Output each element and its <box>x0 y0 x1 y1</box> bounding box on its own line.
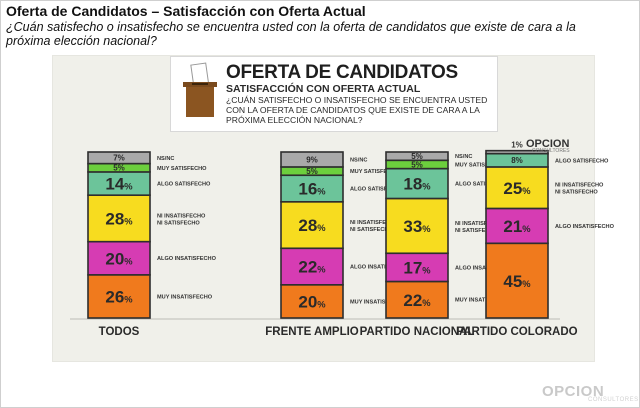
bar-todos-muy-insatisfecho <box>87 274 151 319</box>
legend-partido-nacional-algo-insatisfecho: ALGO INSATISFECHO <box>455 265 515 271</box>
legend-partido-nacional-algo-satisfecho: ALGO SATISFECHO <box>455 182 509 188</box>
legend-partido-colorado-ni-insatisfecho-ni-satisfecho: NI INSATISFECHO NI SATISFECHO <box>555 183 604 196</box>
category-label-todos: TODOS <box>99 326 140 338</box>
value-label-frente-amplio-muy-satisfecho: 5% <box>306 167 318 176</box>
legend-frente-amplio-muy-insatisfecho: MUY INSATISFECHO <box>350 299 406 305</box>
legend-partido-colorado-algo-satisfecho: ALGO SATISFECHO <box>555 158 609 164</box>
value-label-frente-amplio-algo-insatisfecho: 22% <box>298 258 326 277</box>
category-label-frente-amplio: FRENTE AMPLIO <box>265 326 359 338</box>
value-label-todos-ns-nc: 7% <box>113 154 125 163</box>
bar-frente-amplio-ns-nc <box>280 151 344 168</box>
bar-partido-colorado-ni-insatisfecho-ni-satisfecho <box>485 166 549 210</box>
legend-frente-amplio-algo-insatisfecho: ALGO INSATISFECHO <box>350 265 410 271</box>
opcion-logo-bottom-text: OPCION <box>542 383 605 400</box>
bar-frente-amplio-algo-satisfecho <box>280 174 344 203</box>
value-label-todos-muy-satisfecho: 5% <box>113 164 125 173</box>
survey-question: ¿Cuán satisfecho o insatisfecho se encue… <box>6 20 576 48</box>
bar-partido-colorado-ns-nc <box>485 149 549 155</box>
bar-todos-ns-nc <box>87 151 151 165</box>
legend-frente-amplio-muy-satisfecho: MUY SATISFECHO <box>350 169 400 175</box>
legend-partido-nacional-ns-nc: NS/NC <box>455 154 472 160</box>
opcion-logo-watermark: OPCION CONSULTORES <box>542 383 639 403</box>
bar-partido-colorado-algo-insatisfecho <box>485 207 549 245</box>
chart-header-card <box>170 56 498 132</box>
legend-todos-muy-satisfecho: MUY SATISFECHO <box>157 166 207 172</box>
bar-partido-nacional-ns-nc <box>385 151 449 162</box>
value-label-partido-colorado-muy-insatisfecho: 45% <box>503 272 531 291</box>
value-label-frente-amplio-ni-insatisfecho-ni-satisfecho: 28% <box>298 216 326 235</box>
value-label-partido-nacional-ni-insatisfecho-ni-satisfecho: 33% <box>403 217 431 236</box>
legend-frente-amplio-ni-insatisfecho-ni-satisfecho: NI INSATISFECHO NI SATISFECHO <box>350 220 399 233</box>
opcion-logo-top-tagline: CONSULTORES <box>532 148 570 154</box>
legend-partido-nacional-ni-insatisfecho-ni-satisfecho: NI INSATISFECHO NI SATISFECHO <box>455 221 504 234</box>
legend-partido-nacional-muy-satisfecho: MUY SATISFECHO <box>455 162 505 168</box>
opcion-logo-top-text: OPCION <box>526 138 570 150</box>
bar-partido-nacional-muy-insatisfecho <box>385 280 449 319</box>
value-label-partido-nacional-muy-insatisfecho: 22% <box>403 291 431 310</box>
category-label-partido-colorado: PARTIDO COLORADO <box>456 326 577 338</box>
bar-todos-ni-insatisfecho-ni-satisfecho <box>87 194 151 243</box>
legend-todos-algo-satisfecho: ALGO SATISFECHO <box>157 182 211 188</box>
legend-frente-amplio-algo-satisfecho: ALGO SATISFECHO <box>350 187 404 193</box>
bar-partido-nacional-ni-insatisfecho-ni-satisfecho <box>385 197 449 255</box>
value-label-frente-amplio-ns-nc: 9% <box>306 155 318 164</box>
value-label-partido-nacional-muy-satisfecho: 5% <box>411 160 423 169</box>
legend-todos-ns-nc: NS/NC <box>157 156 174 162</box>
value-label-partido-nacional-ns-nc: 5% <box>411 152 423 161</box>
bar-frente-amplio-algo-insatisfecho <box>280 247 344 286</box>
value-label-partido-colorado-algo-satisfecho: 8% <box>511 156 523 165</box>
legend-frente-amplio-ns-nc: NS/NC <box>350 157 367 163</box>
legend-todos-algo-insatisfecho: ALGO INSATISFECHO <box>157 256 217 262</box>
legend-todos-muy-insatisfecho: MUY INSATISFECHO <box>157 294 213 300</box>
legend-todos-ni-insatisfecho-ni-satisfecho: NI INSATISFECHO NI SATISFECHO <box>157 213 206 226</box>
value-label-partido-colorado-ns-nc: 1% <box>511 141 523 150</box>
category-label-partido-nacional: PARTIDO NACIONAL <box>360 326 475 338</box>
value-label-todos-algo-satisfecho: 14% <box>105 175 133 194</box>
card-question: ¿Cuán satisfecho o insatisfecho se encue… <box>226 95 488 125</box>
value-label-todos-algo-insatisfecho: 20% <box>105 249 133 268</box>
opcion-logo-top: OPCION CONSULTORES <box>526 138 570 154</box>
bar-partido-colorado-muy-insatisfecho <box>485 242 549 319</box>
bar-partido-nacional-algo-insatisfecho <box>385 252 449 283</box>
value-label-partido-colorado-algo-insatisfecho: 21% <box>503 217 531 236</box>
value-label-todos-muy-insatisfecho: 26% <box>105 288 133 307</box>
value-label-partido-nacional-algo-insatisfecho: 17% <box>403 258 431 277</box>
bar-todos-algo-insatisfecho <box>87 240 151 276</box>
value-label-partido-colorado-ni-insatisfecho-ni-satisfecho: 25% <box>503 179 531 198</box>
page-title: Oferta de Candidatos – Satisfacción con … <box>6 3 366 19</box>
value-label-frente-amplio-muy-insatisfecho: 20% <box>298 293 326 312</box>
value-label-frente-amplio-algo-satisfecho: 16% <box>298 180 326 199</box>
card-subtitle: SATISFACCIÓN CON OFERTA ACTUAL <box>226 83 421 95</box>
opcion-logo-bottom-tagline: CONSULTORES <box>588 397 639 403</box>
legend-partido-colorado-algo-insatisfecho: ALGO INSATISFECHO <box>555 224 615 230</box>
legend-partido-nacional-muy-insatisfecho: MUY INSATISFECHO <box>455 298 511 304</box>
ballot-box-icon <box>183 62 217 117</box>
value-label-partido-nacional-algo-satisfecho: 18% <box>403 175 431 194</box>
card-title: OFERTA DE CANDIDATOS <box>226 62 458 83</box>
value-label-todos-ni-insatisfecho-ni-satisfecho: 28% <box>105 210 133 229</box>
